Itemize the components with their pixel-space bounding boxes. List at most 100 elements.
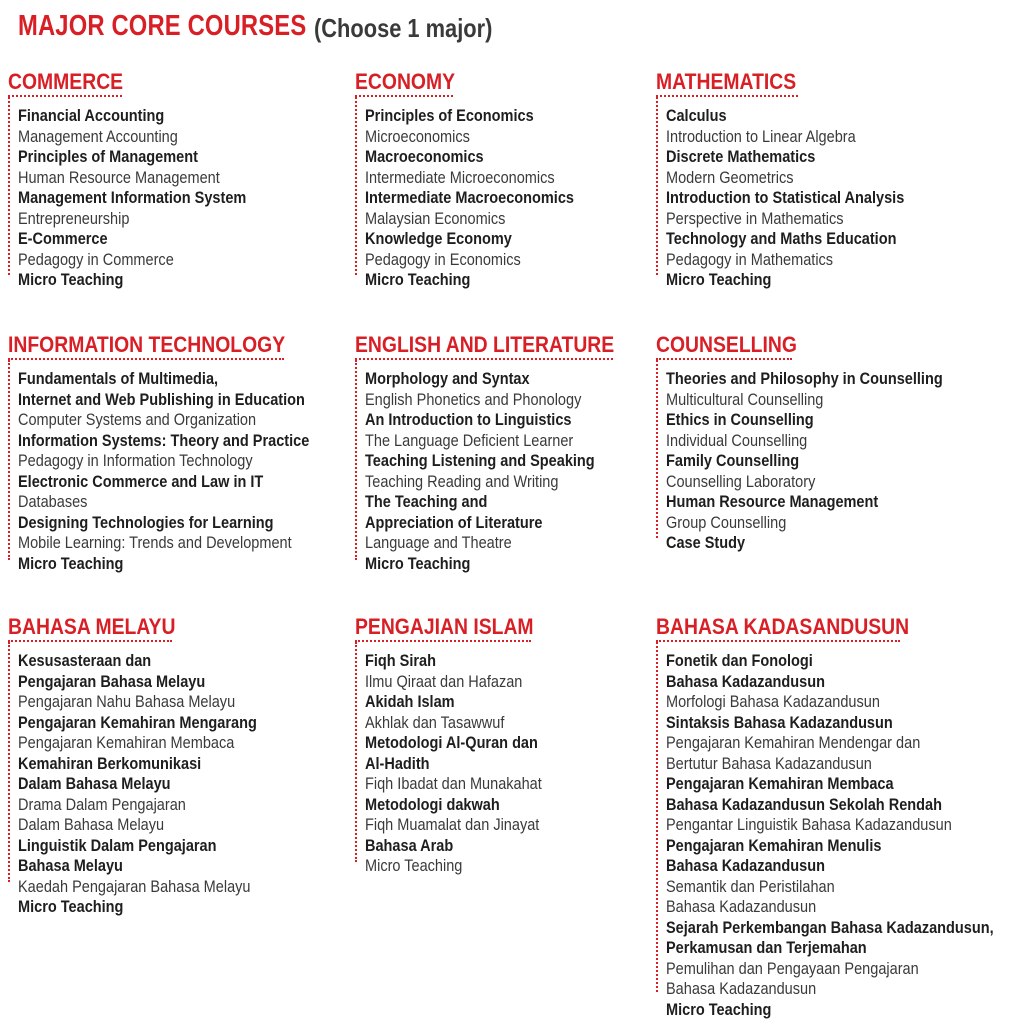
course-item: Malaysian Economics — [365, 209, 506, 228]
page-title: MAJOR CORE COURSES (Choose 1 major) — [18, 10, 492, 43]
course-item: Intermediate Macroeconomics — [365, 189, 574, 207]
section-divider-vertical — [656, 360, 658, 538]
course-item: Linguistik Dalam Pengajaran — [18, 836, 217, 855]
course-item: Databases — [18, 493, 88, 511]
section-english-and-literature: ENGLISH AND LITERATURE Morphology and Syn… — [355, 333, 650, 573]
course-item: Pedagogy in Commerce — [18, 250, 174, 269]
course-item: Electronic Commerce and Law in IT — [18, 472, 264, 491]
course-item: Morphology and Syntax — [365, 370, 530, 388]
course-item: Pengajaran Kemahiran Mengarang — [18, 713, 257, 732]
page-title-main: MAJOR CORE COURSES — [18, 10, 307, 42]
course-item: Metodologi dakwah — [365, 795, 500, 814]
course-item: Metodologi Al-Quran dan — [365, 734, 538, 752]
section-heading: MATHEMATICS — [656, 69, 797, 94]
section-divider-vertical — [656, 642, 658, 992]
course-item: Pengajaran Kemahiran Membaca — [18, 734, 235, 752]
course-item: E-Commerce — [18, 230, 108, 248]
course-item: Micro Teaching — [666, 1000, 772, 1019]
course-item: English Phonetics and Phonology — [365, 390, 582, 409]
section-divider-horizontal — [355, 640, 531, 642]
course-item: Sejarah Perkembangan Bahasa Kadazandusun… — [666, 918, 994, 937]
course-item: Financial Accounting — [18, 107, 165, 125]
course-item: Bahasa Kadazandusun — [666, 898, 817, 916]
course-item: Computer Systems and Organization — [18, 411, 257, 429]
section-heading: BAHASA MELAYU — [8, 614, 176, 639]
course-item: Micro Teaching — [365, 857, 463, 875]
section-heading: COMMERCE — [8, 69, 124, 94]
course-item: Family Counselling — [666, 452, 800, 470]
course-item: Human Resource Management — [666, 493, 879, 511]
course-item: Morfologi Bahasa Kadazandusun — [666, 693, 880, 711]
course-item: The Language Deficient Learner — [365, 431, 574, 450]
section-divider-horizontal — [656, 640, 900, 642]
course-item: Calculus — [666, 107, 727, 125]
course-item: Ilmu Qiraat dan Hafazan — [365, 672, 523, 691]
course-item: Multicultural Counselling — [666, 390, 824, 409]
page-subtitle: (Choose 1 major) — [314, 13, 493, 43]
course-item: Bahasa Melayu — [18, 857, 123, 875]
course-item: Pedagogy in Mathematics — [666, 250, 834, 269]
section-bahasa-melayu: BAHASA MELAYU Kesusasteraan dan Pengajaran… — [8, 614, 257, 916]
section-heading: PENGAJIAN ISLAM — [355, 614, 534, 639]
course-item: Language and Theatre — [365, 534, 512, 552]
course-item: Micro Teaching — [18, 898, 124, 916]
course-item: Fonetik dan Fonologi — [666, 652, 813, 670]
course-item: Micro Teaching — [365, 554, 471, 573]
course-item: Kemahiran Berkomunikasi — [18, 754, 202, 773]
course-item: Dalam Bahasa Melayu — [18, 775, 171, 793]
section-heading: COUNSELLING — [656, 332, 797, 357]
section-divider-vertical — [355, 97, 357, 275]
course-item: Information Systems: Theory and Practice — [18, 431, 310, 450]
section-divider-vertical — [355, 360, 357, 560]
course-item: Sintaksis Bahasa Kadazandusun — [666, 713, 893, 732]
course-item: Group Counselling — [666, 513, 787, 532]
section-bahasa-kadasandusun: BAHASA KADASANDUSUN Fonetik dan Fonologi B… — [656, 614, 994, 1019]
course-item: Appreciation of Literature — [365, 513, 543, 532]
section-divider-vertical — [355, 642, 357, 862]
course-item: Knowledge Economy — [365, 230, 512, 248]
course-item: Counselling Laboratory — [666, 472, 816, 491]
course-item: Introduction to Statistical Analysis — [666, 189, 905, 207]
section-divider-vertical — [656, 97, 658, 275]
course-item: Fiqh Muamalat dan Jinayat — [365, 816, 540, 834]
section-divider-horizontal — [8, 95, 122, 97]
course-item: Pengajaran Bahasa Melayu — [18, 672, 206, 691]
course-item: Ethics in Counselling — [666, 411, 814, 429]
section-heading: BAHASA KADASANDUSUN — [656, 614, 910, 639]
course-item: Akidah Islam — [365, 693, 455, 711]
course-item: Akhlak dan Tasawwuf — [365, 713, 505, 732]
section-divider-horizontal — [355, 358, 613, 360]
course-item: Pedagogy in Economics — [365, 250, 521, 269]
section-pengajian-islam: PENGAJIAN ISLAM Fiqh Sirah Ilmu Qiraat dan… — [355, 614, 558, 875]
section-divider-vertical — [8, 360, 10, 560]
course-item: The Teaching and — [365, 493, 488, 511]
course-item: Case Study — [666, 534, 746, 552]
section-information-technology: INFORMATION TECHNOLOGY Fundamentals of Mu… — [8, 333, 323, 573]
course-item: Introduction to Linear Algebra — [666, 127, 856, 146]
course-list: Fonetik dan Fonologi Bahasa Kadazandusun M… — [666, 651, 1016, 1020]
course-item: Pemulihan dan Pengayaan Pengajaran — [666, 959, 919, 978]
course-item: Pengajaran Kemahiran Mendengar dan — [666, 734, 921, 752]
course-item: Modern Geometrics — [666, 168, 794, 187]
section-divider-horizontal — [8, 358, 284, 360]
course-item: Management Information System — [18, 189, 247, 207]
course-item: Perspective in Mathematics — [666, 209, 844, 228]
section-divider-horizontal — [656, 358, 792, 360]
section-counselling: COUNSELLING Theories and Philosophy in Co… — [656, 332, 943, 552]
section-economy: ECONOMY Principles of Economics Microecono… — [355, 70, 574, 289]
course-item: Al-Hadith — [365, 754, 430, 773]
course-item: Mobile Learning: Trends and Development — [18, 534, 292, 552]
course-list: Kesusasteraan dan Pengajaran Bahasa Melay… — [18, 651, 289, 918]
course-item: Entrepreneurship — [18, 209, 130, 228]
course-list: Fiqh Sirah Ilmu Qiraat dan Hafazan Akidah … — [365, 651, 566, 877]
section-divider-horizontal — [355, 95, 453, 97]
course-list: Calculus Introduction to Linear Algebra Di… — [666, 106, 937, 291]
course-list: Fundamentals of Multimedia, Internet and … — [18, 369, 349, 574]
course-item: Internet and Web Publishing in Education — [18, 390, 305, 409]
course-item: Principles of Economics — [365, 107, 534, 125]
section-divider-horizontal — [8, 640, 172, 642]
course-item: Bahasa Kadazandusun Sekolah Rendah — [666, 795, 942, 814]
course-item: Dalam Bahasa Melayu — [18, 816, 165, 834]
course-list: Financial Accounting Management Accountin… — [18, 106, 277, 291]
section-mathematics: MATHEMATICS Calculus Introduction to Linea… — [656, 69, 904, 289]
